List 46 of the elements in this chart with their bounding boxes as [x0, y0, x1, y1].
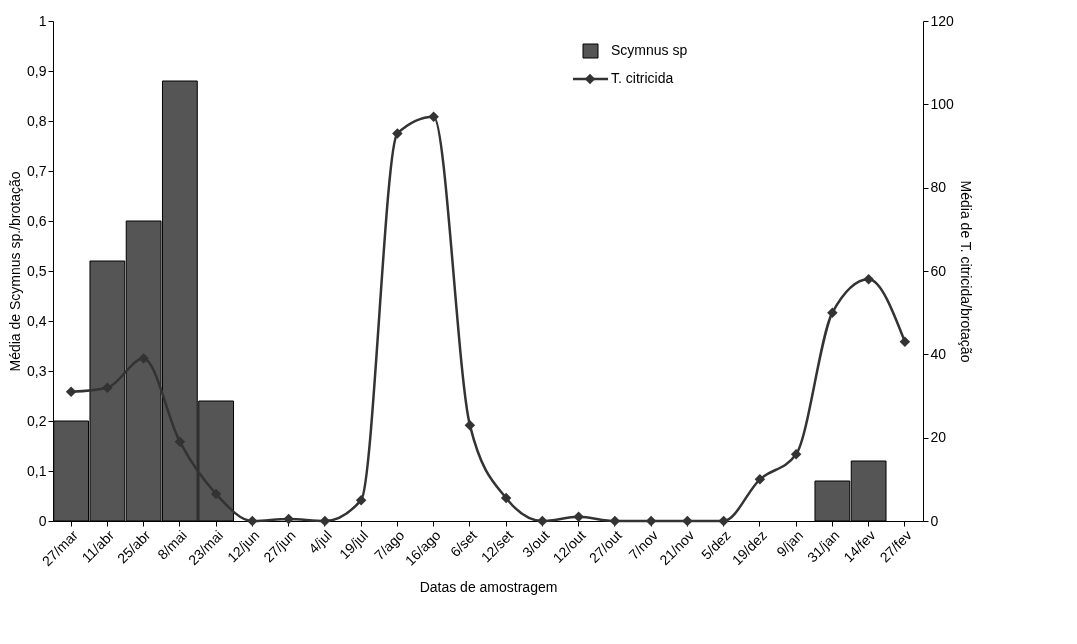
y-tick-label: 0	[38, 512, 47, 529]
point	[428, 111, 439, 123]
y-tick-label: 0,8	[27, 112, 47, 129]
point	[790, 449, 802, 460]
y2-tick-label: 20	[930, 429, 947, 446]
y-tick-label: 0,3	[27, 362, 47, 379]
y-tick-label: 0,2	[27, 412, 47, 429]
point	[355, 494, 367, 506]
x-axis-title: Datas de amostragem	[419, 579, 558, 596]
y-tick-label: 0,7	[27, 162, 47, 179]
point	[210, 488, 222, 500]
point	[899, 336, 911, 348]
y2-tick-label: 120	[930, 12, 955, 29]
point	[102, 382, 113, 393]
point	[174, 436, 186, 448]
point	[682, 515, 693, 527]
point	[754, 474, 766, 485]
legend-label: Scymnus sp	[611, 42, 688, 58]
point	[573, 511, 584, 523]
y2-tick-label: 40	[930, 345, 947, 362]
point	[65, 386, 77, 398]
point	[464, 419, 476, 431]
point	[138, 353, 149, 364]
point	[500, 492, 512, 504]
y-tick-label: 0,1	[27, 462, 47, 479]
y2-axis-title: Média de T. citricida/brotação	[957, 180, 974, 363]
y2-tick-label: 80	[930, 179, 947, 196]
y-tick-label: 0,6	[27, 212, 47, 229]
point	[392, 128, 403, 139]
y-axis-title: Média de Scymnus sp./brotação	[7, 171, 24, 372]
point	[247, 515, 258, 527]
y-tick-label: 1	[38, 12, 47, 29]
point	[827, 307, 838, 318]
y-tick-label: 0,5	[27, 262, 47, 279]
point	[863, 274, 874, 285]
point	[718, 515, 729, 527]
point	[283, 513, 294, 525]
point	[319, 515, 331, 527]
x-tick-label: 4/jul	[305, 527, 335, 557]
y2-tick-label: 60	[930, 262, 947, 279]
y2-tick-label: 100	[930, 95, 955, 112]
legend-label: T. citricida	[611, 70, 674, 86]
point	[537, 515, 548, 527]
y2-tick-label: 0	[930, 512, 939, 529]
y-tick-label: 0,9	[27, 62, 47, 79]
y-tick-label: 0,4	[27, 312, 47, 329]
